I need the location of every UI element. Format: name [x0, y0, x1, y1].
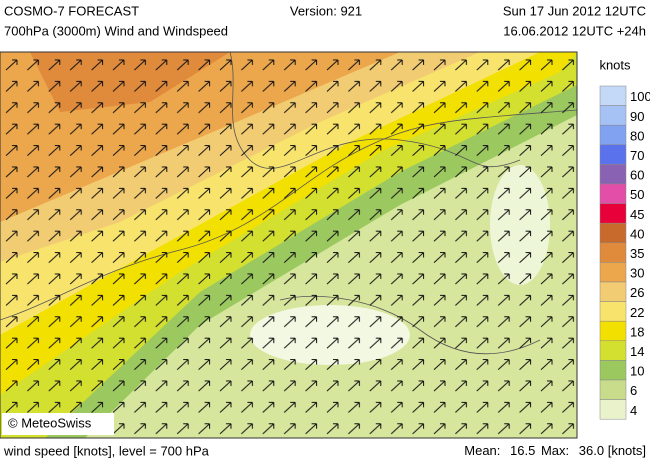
legend-label: 70 [630, 148, 644, 163]
legend-label: 60 [630, 168, 644, 183]
legend-swatch [599, 242, 627, 263]
footer-stats: Mean: 16.5 Max: 36.0 [knots] [464, 443, 646, 458]
legend-label: 30 [630, 266, 644, 281]
legend-swatch [599, 144, 627, 165]
legend-swatch [599, 340, 627, 361]
unit: [knots] [608, 443, 646, 458]
legend-label: 26 [630, 285, 644, 300]
legend-label: 90 [630, 109, 644, 124]
legend-swatch [599, 222, 627, 244]
valid-time: Sun 17 Jun 2012 12UTC [503, 3, 646, 18]
legend-label: 40 [630, 226, 644, 241]
legend-swatch [599, 105, 627, 126]
legend-unit: knots [599, 57, 631, 72]
title: COSMO-7 FORECAST [4, 3, 139, 18]
legend-swatch [599, 85, 627, 106]
legend-label: 80 [630, 128, 644, 143]
legend-label: 45 [630, 207, 644, 222]
footer-left: wind speed [knots], level = 700 hPa [3, 443, 210, 458]
legend-swatch [599, 164, 627, 185]
version: Version: 921 [290, 3, 362, 18]
max-value: 36.0 [579, 443, 604, 458]
legend-swatch [599, 183, 627, 204]
wind-arrows [0, 52, 577, 438]
legend-label: 4 [630, 403, 637, 418]
copyright-box [2, 413, 114, 435]
map: © MeteoSwiss [0, 52, 577, 438]
legend-label: 100 [630, 89, 650, 104]
legend-swatch [599, 262, 627, 283]
mean-value: 16.5 [510, 443, 535, 458]
run-time: 16.06.2012 12UTC +24h [503, 23, 646, 38]
legend-label: 50 [630, 187, 644, 202]
legend-swatch [599, 379, 627, 400]
legend-swatch [599, 360, 627, 381]
legend-swatch [599, 301, 627, 322]
legend-swatch [599, 124, 627, 146]
legend-swatch [599, 399, 627, 420]
legend-label: 18 [630, 324, 644, 339]
mean-label: Mean: [464, 443, 500, 458]
legend-label: 10 [630, 364, 644, 379]
legend-swatch [599, 203, 627, 224]
subtitle: 700hPa (3000m) Wind and Windspeed [4, 23, 228, 38]
copyright: © MeteoSwiss [8, 415, 92, 430]
legend-label: 22 [630, 305, 644, 320]
legend-swatch [599, 320, 627, 342]
max-label: Max: [541, 443, 569, 458]
legend-label: 14 [630, 344, 644, 359]
legend-label: 35 [630, 246, 644, 261]
legend-swatch [599, 281, 627, 302]
map-frame [0, 51, 578, 439]
legend-label: 6 [630, 383, 637, 398]
